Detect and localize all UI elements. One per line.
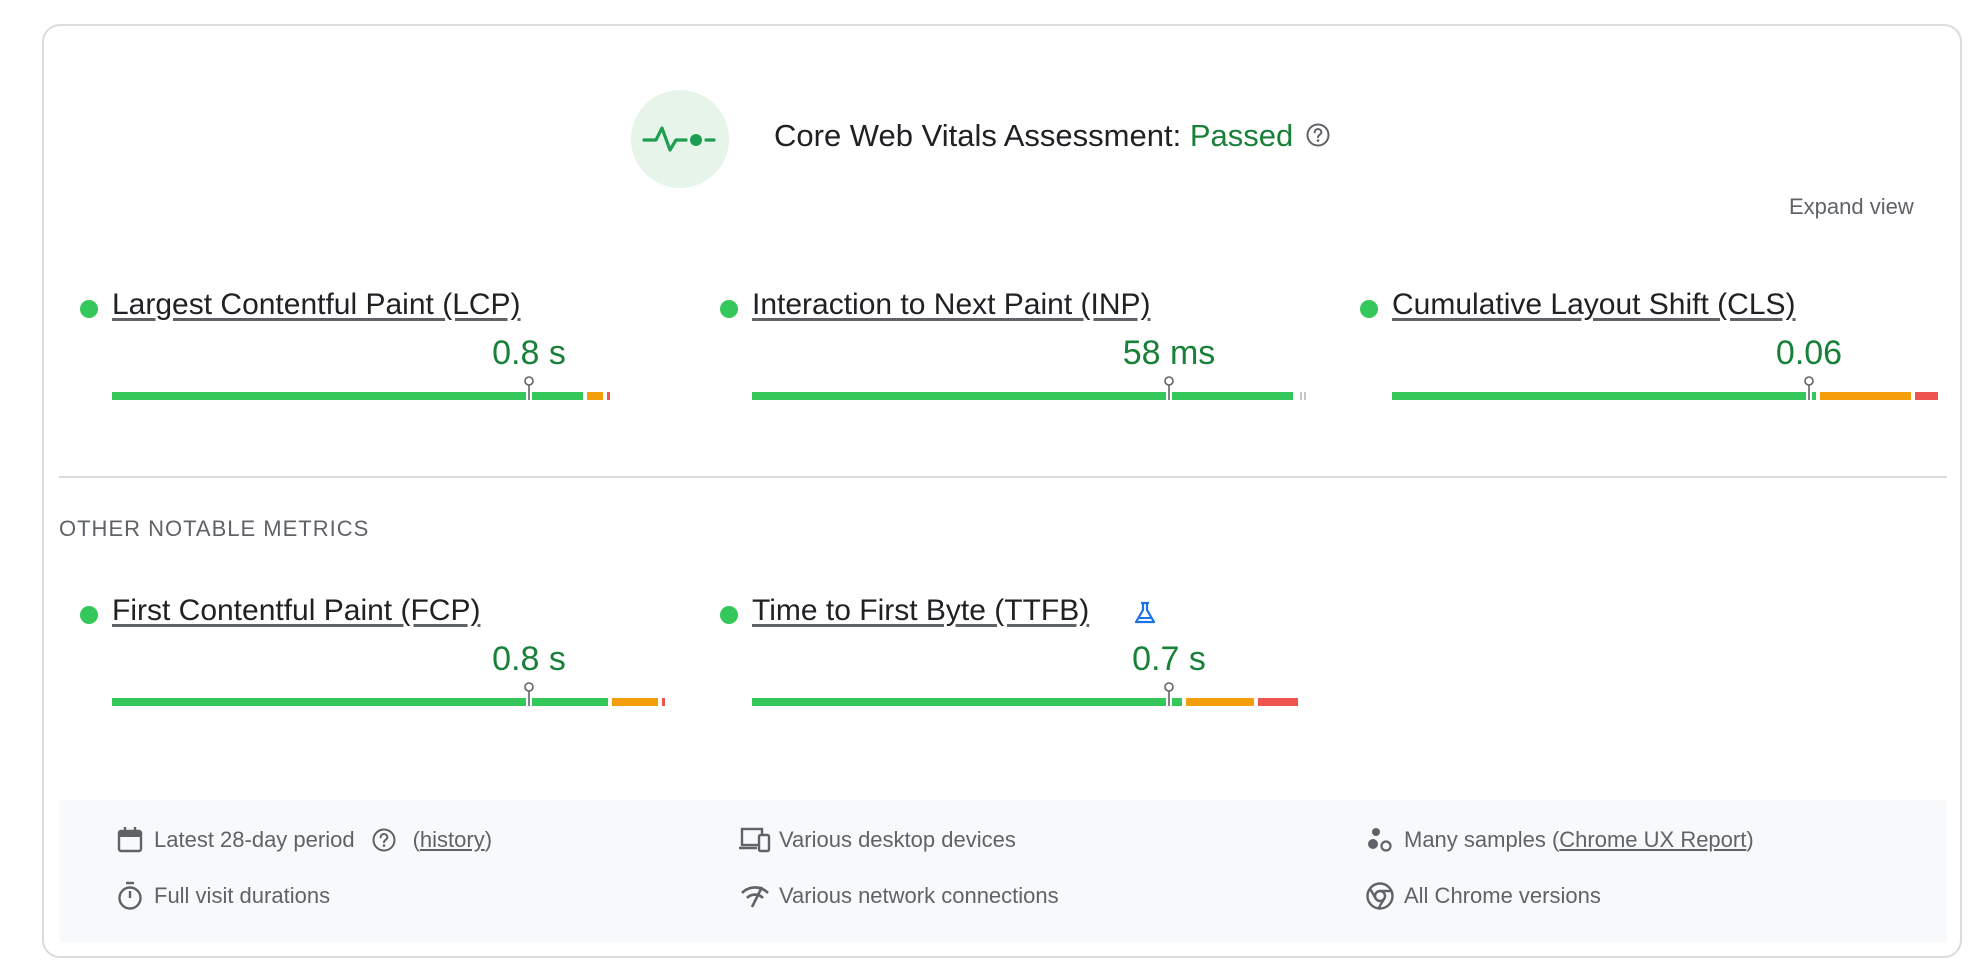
- data-info-footer: Latest 28-day period (history) Full visi…: [59, 800, 1947, 942]
- section-divider: [59, 476, 1947, 478]
- help-icon[interactable]: [1305, 120, 1331, 156]
- metric-value: 0.06: [1775, 334, 1843, 372]
- metric-value: 0.7 s: [1132, 640, 1206, 678]
- period-item: Latest 28-day period (history): [114, 824, 492, 856]
- metric-label-link[interactable]: Interaction to Next Paint (INP): [752, 288, 1151, 322]
- good-segment: [1392, 392, 1817, 400]
- chrome-ux-report-link[interactable]: Chrome UX Report: [1559, 827, 1747, 852]
- samples-icon: [1364, 824, 1396, 856]
- history-link[interactable]: history: [419, 827, 485, 852]
- expand-view-button[interactable]: Expand view: [1789, 194, 1914, 219]
- good-segment: [112, 698, 609, 706]
- period-label: Latest 28-day period: [154, 827, 355, 852]
- good-segment: [112, 392, 584, 400]
- distribution-bar: [112, 682, 668, 706]
- assessment-title-prefix: Core Web Vitals Assessment:: [774, 118, 1190, 153]
- calendar-icon: [114, 824, 146, 856]
- tail-tick: [1300, 392, 1302, 400]
- durations-item: Full visit durations: [114, 880, 330, 912]
- metric-label-link[interactable]: Time to First Byte (TTFB): [752, 594, 1089, 628]
- metric-value: 58 ms: [1122, 334, 1216, 372]
- core-web-vitals-card: Core Web Vitals Assessment: Passed Expan…: [42, 24, 1962, 958]
- poor-segment: [1257, 698, 1299, 706]
- status-dot-icon: [80, 606, 98, 624]
- network-item: Various network connections: [739, 880, 1059, 912]
- metric-label-link[interactable]: Cumulative Layout Shift (CLS): [1392, 288, 1796, 322]
- history-open: (: [412, 827, 420, 852]
- period-help-icon[interactable]: [371, 827, 397, 853]
- distribution-bar: [752, 682, 1308, 706]
- tail-tick: [1304, 392, 1306, 400]
- vitals-pulse-icon: [631, 90, 729, 188]
- metric-value: 0.8 s: [492, 640, 566, 678]
- poor-segment: [662, 698, 666, 706]
- value-marker: [1803, 376, 1815, 400]
- value-marker: [523, 376, 535, 400]
- metric-label-text: Cumulative Layout Shift (CLS): [1392, 288, 1796, 321]
- versions-label: All Chrome versions: [1404, 883, 1601, 908]
- history-close: ): [484, 827, 493, 852]
- devices-icon: [739, 824, 771, 856]
- devices-label: Various desktop devices: [779, 827, 1016, 852]
- durations-label: Full visit durations: [154, 883, 331, 908]
- good-segment: [752, 698, 1182, 706]
- assessment-title: Core Web Vitals Assessment: Passed: [774, 118, 1331, 156]
- other-metrics-heading: OTHER NOTABLE METRICS: [59, 516, 370, 541]
- network-signal-icon: [739, 880, 771, 912]
- experimental-flask-icon: [1132, 600, 1158, 631]
- status-dot-icon: [720, 606, 738, 624]
- samples-item: Many samples (Chrome UX Report): [1364, 824, 1754, 856]
- value-marker: [1163, 376, 1175, 400]
- samples-prefix: Many samples (: [1404, 827, 1560, 852]
- poor-segment: [606, 392, 610, 400]
- status-dot-icon: [80, 300, 98, 318]
- distribution-bar: [752, 376, 1308, 400]
- needs-improvement-segment: [1820, 392, 1911, 400]
- metric-label-text: Largest Contentful Paint (LCP): [112, 288, 521, 321]
- status-dot-icon: [720, 300, 738, 318]
- devices-item: Various desktop devices: [739, 824, 1016, 856]
- value-marker: [523, 682, 535, 706]
- versions-item: All Chrome versions: [1364, 880, 1601, 912]
- needs-improvement-segment: [587, 392, 603, 400]
- metric-label-text: First Contentful Paint (FCP): [112, 594, 481, 627]
- needs-improvement-segment: [1185, 698, 1254, 706]
- metric-label-link[interactable]: First Contentful Paint (FCP): [112, 594, 480, 628]
- network-label: Various network connections: [779, 883, 1059, 908]
- status-dot-icon: [1360, 300, 1378, 318]
- metric-label-text: Time to First Byte (TTFB): [752, 594, 1090, 627]
- value-marker: [1163, 682, 1175, 706]
- timer-icon: [114, 880, 146, 912]
- chrome-icon: [1364, 880, 1396, 912]
- assessment-status: Passed: [1189, 118, 1294, 153]
- distribution-bar: [112, 376, 668, 400]
- samples-suffix: ): [1746, 827, 1754, 852]
- good-segment: [752, 392, 1293, 400]
- metric-label-text: Interaction to Next Paint (INP): [752, 288, 1151, 321]
- distribution-bar: [1392, 376, 1948, 400]
- poor-segment: [1914, 392, 1939, 400]
- metric-label-link[interactable]: Largest Contentful Paint (LCP): [112, 288, 521, 322]
- metric-value: 0.8 s: [492, 334, 566, 372]
- needs-improvement-segment: [612, 698, 659, 706]
